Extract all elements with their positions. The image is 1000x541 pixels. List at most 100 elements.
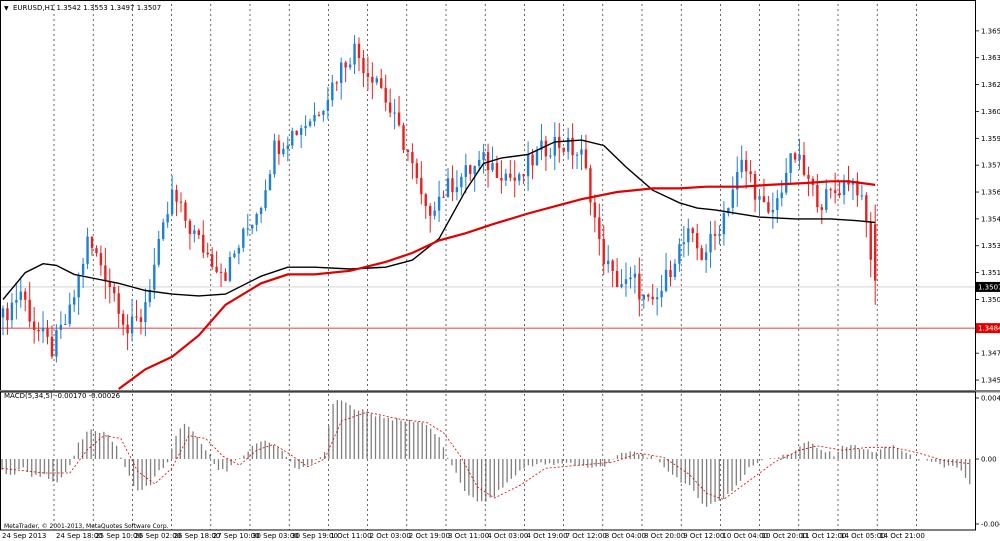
candle-body[interactable] bbox=[393, 112, 396, 114]
candle-body[interactable] bbox=[32, 321, 36, 330]
candle-body[interactable] bbox=[575, 154, 579, 156]
candle-body[interactable] bbox=[259, 207, 263, 215]
candle-body[interactable] bbox=[495, 163, 499, 179]
candle-body[interactable] bbox=[455, 187, 459, 193]
candle-body[interactable] bbox=[758, 196, 761, 200]
candle-body[interactable] bbox=[789, 153, 792, 173]
candle-body[interactable] bbox=[170, 189, 174, 215]
candle-body[interactable] bbox=[19, 291, 22, 300]
candle-body[interactable] bbox=[736, 171, 739, 190]
candle-body[interactable] bbox=[638, 273, 641, 300]
candle-body[interactable] bbox=[233, 253, 236, 257]
candle-body[interactable] bbox=[264, 190, 267, 208]
candle-body[interactable] bbox=[277, 140, 281, 155]
candle-body[interactable] bbox=[162, 222, 165, 239]
candle-body[interactable] bbox=[10, 302, 14, 321]
candle-body[interactable] bbox=[255, 214, 258, 225]
candle-body[interactable] bbox=[673, 263, 677, 278]
candle-body[interactable] bbox=[544, 140, 548, 157]
candle-body[interactable] bbox=[219, 271, 223, 273]
candle-body[interactable] bbox=[340, 62, 343, 84]
candle-body[interactable] bbox=[762, 196, 766, 203]
candle-body[interactable] bbox=[380, 78, 383, 88]
candle-body[interactable] bbox=[121, 313, 125, 325]
candle-body[interactable] bbox=[406, 150, 410, 152]
candle-body[interactable] bbox=[464, 165, 467, 177]
macd-panel[interactable] bbox=[1, 400, 971, 507]
candle-body[interactable] bbox=[740, 159, 743, 172]
candle-body[interactable] bbox=[744, 159, 748, 172]
candle-body[interactable] bbox=[437, 196, 441, 211]
candle-body[interactable] bbox=[99, 253, 103, 266]
candle-body[interactable] bbox=[860, 195, 864, 197]
candle-body[interactable] bbox=[411, 151, 414, 164]
candle-body[interactable] bbox=[566, 137, 570, 152]
candle-body[interactable] bbox=[304, 125, 307, 129]
candle-body[interactable] bbox=[402, 125, 405, 151]
candle-body[interactable] bbox=[37, 329, 40, 332]
candle-body[interactable] bbox=[731, 189, 734, 208]
candle-body[interactable] bbox=[460, 176, 463, 188]
candle-body[interactable] bbox=[816, 184, 819, 208]
candle-body[interactable] bbox=[807, 174, 810, 179]
candle-body[interactable] bbox=[820, 207, 823, 210]
candle-body[interactable] bbox=[64, 323, 67, 325]
candle-body[interactable] bbox=[664, 269, 668, 291]
candle-body[interactable] bbox=[522, 174, 525, 177]
candle-body[interactable] bbox=[660, 290, 663, 298]
candle-body[interactable] bbox=[55, 330, 58, 357]
candle-body[interactable] bbox=[135, 316, 138, 318]
candle-body[interactable] bbox=[629, 277, 632, 280]
candle-body[interactable] bbox=[362, 57, 365, 74]
candle-body[interactable] bbox=[15, 299, 18, 303]
candle-body[interactable] bbox=[785, 172, 788, 193]
candle-body[interactable] bbox=[317, 114, 321, 116]
collapse-arrow-icon[interactable]: ▼ bbox=[4, 5, 9, 12]
candle-body[interactable] bbox=[366, 73, 370, 77]
candle-body[interactable] bbox=[678, 244, 681, 264]
candle-body[interactable] bbox=[397, 112, 401, 126]
candle-body[interactable] bbox=[442, 196, 445, 198]
candle-body[interactable] bbox=[780, 192, 783, 199]
candle-body[interactable] bbox=[833, 190, 837, 193]
candle-body[interactable] bbox=[344, 62, 347, 68]
candle-body[interactable] bbox=[117, 293, 120, 314]
candle-body[interactable] bbox=[486, 152, 490, 171]
candle-body[interactable] bbox=[709, 233, 712, 253]
candle-body[interactable] bbox=[108, 281, 111, 287]
candle-body[interactable] bbox=[215, 266, 218, 272]
candle-body[interactable] bbox=[193, 230, 196, 234]
candle-body[interactable] bbox=[424, 194, 427, 207]
candle-body[interactable] bbox=[553, 136, 556, 156]
candle-body[interactable] bbox=[869, 221, 872, 260]
candle-body[interactable] bbox=[477, 159, 481, 166]
candle-body[interactable] bbox=[246, 228, 249, 230]
candle-body[interactable] bbox=[504, 173, 508, 181]
candle-body[interactable] bbox=[518, 174, 521, 181]
candle-body[interactable] bbox=[6, 308, 9, 321]
candle-body[interactable] bbox=[375, 78, 378, 83]
candle-body[interactable] bbox=[615, 270, 619, 287]
candle-body[interactable] bbox=[584, 149, 588, 169]
candle-body[interactable] bbox=[335, 82, 338, 84]
candle-body[interactable] bbox=[299, 128, 303, 135]
candle-body[interactable] bbox=[589, 168, 592, 203]
candle-body[interactable] bbox=[531, 154, 534, 166]
candle-body[interactable] bbox=[228, 256, 232, 281]
candle-body[interactable] bbox=[620, 284, 623, 287]
candle-body[interactable] bbox=[322, 110, 325, 115]
candle-body[interactable] bbox=[73, 297, 76, 305]
candle-body[interactable] bbox=[838, 192, 841, 196]
candle-body[interactable] bbox=[571, 137, 574, 156]
candle-body[interactable] bbox=[371, 76, 374, 83]
candle-body[interactable] bbox=[295, 130, 298, 135]
candle-body[interactable] bbox=[825, 189, 828, 210]
candle-body[interactable] bbox=[166, 214, 169, 223]
candle-body[interactable] bbox=[179, 201, 183, 203]
candle-body[interactable] bbox=[687, 228, 690, 243]
candle-body[interactable] bbox=[633, 273, 637, 278]
candle-body[interactable] bbox=[513, 177, 516, 181]
candle-body[interactable] bbox=[722, 213, 726, 235]
candle-body[interactable] bbox=[251, 224, 254, 229]
